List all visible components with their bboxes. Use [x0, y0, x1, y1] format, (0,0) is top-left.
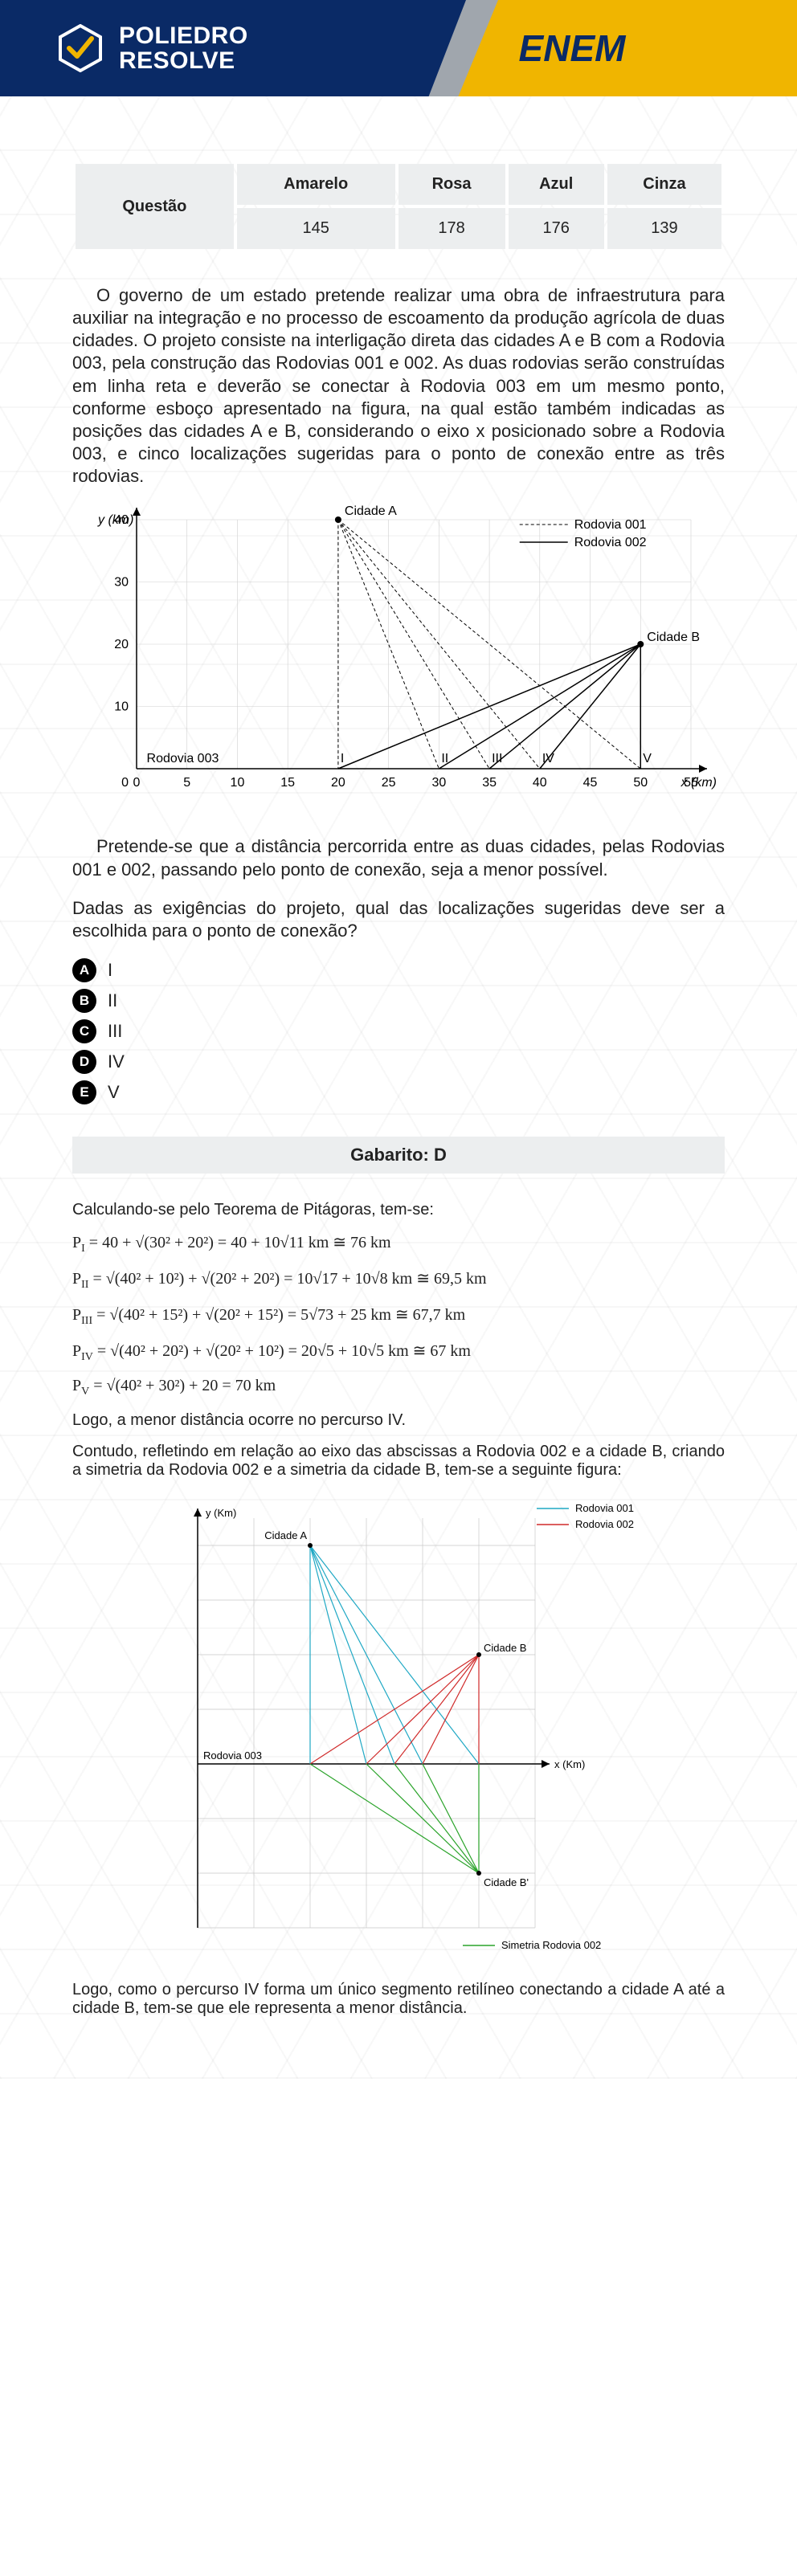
svg-text:40: 40 [533, 776, 547, 790]
answer-key-banner: Gabarito: D [72, 1137, 725, 1174]
svg-text:0: 0 [133, 776, 141, 790]
qtable-col: Azul [509, 164, 604, 205]
qtable-val: 139 [607, 208, 721, 249]
calc-intro: Calculando-se pelo Teorema de Pitágoras,… [72, 1201, 725, 1219]
svg-text:Rodovia 002: Rodovia 002 [574, 536, 647, 549]
svg-text:Cidade A: Cidade A [264, 1529, 307, 1541]
answer-options: AI BII CIII DIV EV [72, 958, 725, 1104]
svg-text:35: 35 [482, 776, 497, 790]
svg-text:50: 50 [633, 776, 648, 790]
qtable-val: 145 [237, 208, 395, 249]
svg-text:II: II [441, 752, 448, 765]
svg-text:Rodovia 003: Rodovia 003 [203, 1749, 262, 1762]
qtable-col: Amarelo [237, 164, 395, 205]
qtable-col: Rosa [398, 164, 505, 205]
svg-text:25: 25 [382, 776, 396, 790]
question-number-table: Questão Amarelo Rosa Azul Cinza 145 178 … [72, 161, 725, 252]
calc-line-4: PIV = √(40² + 20²) + √(20² + 10²) = 20√5… [72, 1341, 725, 1364]
svg-text:30: 30 [114, 576, 129, 590]
solution-block: Calculando-se pelo Teorema de Pitágoras,… [72, 1201, 725, 1480]
svg-text:Cidade A: Cidade A [345, 504, 397, 518]
calc-line-5: PV = √(40² + 30²) + 20 = 70 km [72, 1377, 725, 1398]
calc-conclusion-3: Logo, como o percurso IV forma um único … [72, 1981, 725, 2018]
chart-2-reflection: x (Km) y (Km) Rodovia 003 Cidade A Cidade B C… [72, 1494, 725, 1960]
option-letter: A [72, 958, 96, 982]
calc-line-3: PIII = √(40² + 15²) + √(20² + 15²) = 5√7… [72, 1304, 725, 1328]
option-d: D IV [72, 1050, 725, 1074]
option-text: I [108, 960, 112, 981]
option-letter: D [72, 1050, 96, 1074]
brand-line-1: POLIEDRO [119, 23, 248, 49]
svg-text:x (km): x (km) [681, 776, 717, 790]
svg-text:15: 15 [280, 776, 295, 790]
option-a: AI [72, 958, 725, 982]
svg-text:I: I [341, 752, 344, 765]
svg-text:10: 10 [231, 776, 245, 790]
svg-text:y (km): y (km) [97, 513, 133, 527]
svg-text:20: 20 [331, 776, 345, 790]
option-letter: E [72, 1080, 96, 1104]
option-b: B II [72, 989, 725, 1013]
header-brand-banner: POLIEDRO RESOLVE [0, 0, 466, 96]
qtable-row-label: Questão [76, 164, 234, 249]
svg-text:Cidade B: Cidade B [484, 1642, 526, 1654]
svg-text:Rodovia 003: Rodovia 003 [147, 752, 219, 765]
svg-text:Cidade B: Cidade B [647, 631, 700, 644]
svg-text:Rodovia 002: Rodovia 002 [575, 1518, 634, 1530]
svg-text:20: 20 [114, 638, 129, 651]
qtable-val: 176 [509, 208, 604, 249]
page-header: ENEM POLIEDRO RESOLVE [0, 0, 797, 129]
option-letter: C [72, 1019, 96, 1043]
problem-paragraph-3: Dadas as exigências do projeto, qual das… [72, 897, 725, 942]
calc-line-1: PI = 40 + √(30² + 20²) = 40 + 10√11 km ≅… [72, 1232, 725, 1255]
svg-text:y (Km): y (Km) [206, 1507, 236, 1519]
svg-text:5: 5 [183, 776, 190, 790]
svg-text:V: V [643, 752, 652, 765]
qtable-col: Cinza [607, 164, 721, 205]
qtable-val: 178 [398, 208, 505, 249]
svg-text:x (Km): x (Km) [554, 1758, 585, 1770]
option-text: II [108, 990, 117, 1011]
svg-text:Rodovia 001: Rodovia 001 [574, 518, 647, 532]
option-text: III [108, 1021, 122, 1042]
svg-text:0: 0 [121, 776, 129, 790]
option-c: C III [72, 1019, 725, 1043]
check-hexagon-icon [56, 24, 104, 72]
option-text: IV [108, 1051, 125, 1072]
calc-conclusion-2: Contudo, refletindo em relação ao eixo d… [72, 1443, 725, 1480]
option-letter: B [72, 989, 96, 1013]
svg-text:10: 10 [114, 700, 129, 714]
svg-text:Simetria Rodovia 002: Simetria Rodovia 002 [501, 1939, 601, 1951]
svg-text:30: 30 [431, 776, 446, 790]
svg-text:Rodovia 001: Rodovia 001 [575, 1502, 634, 1514]
svg-text:Cidade B': Cidade B' [484, 1876, 529, 1888]
svg-text:III: III [492, 752, 502, 765]
chart-1-roads: 0510152025303540455055102030400x (km)y (… [72, 504, 725, 813]
svg-text:IV: IV [542, 752, 554, 765]
calc-line-2: PII = √(40² + 10²) + √(20² + 20²) = 10√1… [72, 1268, 725, 1292]
svg-text:45: 45 [583, 776, 598, 790]
brand-line-2: RESOLVE [119, 48, 248, 74]
problem-paragraph-1: O governo de um estado pretende realizar… [72, 284, 725, 488]
problem-paragraph-2: Pretende-se que a distância percorrida e… [72, 835, 725, 880]
calc-conclusion-1: Logo, a menor distância ocorre no percur… [72, 1411, 725, 1430]
exam-name: ENEM [519, 27, 626, 70]
option-text: V [108, 1082, 120, 1103]
option-e: EV [72, 1080, 725, 1104]
